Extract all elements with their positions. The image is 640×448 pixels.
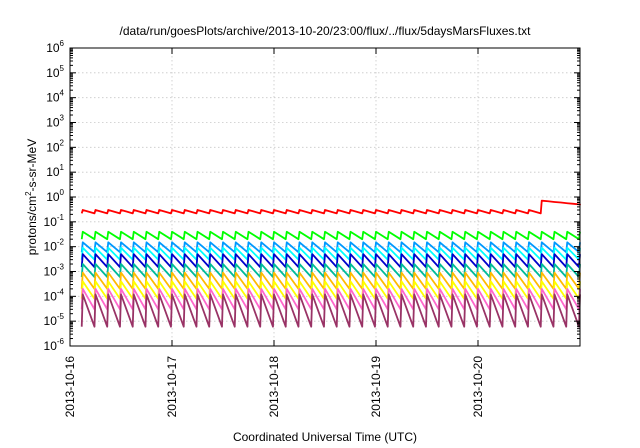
x-tick-label: 2013-10-20 xyxy=(471,356,485,418)
y-tick-label-base: 10 xyxy=(44,215,58,229)
y-tick-label-exp: 5 xyxy=(60,64,65,73)
y-tick-label-base: 10 xyxy=(46,190,60,204)
y-tick-label: 103 xyxy=(46,114,64,130)
x-tick-label: 2013-10-17 xyxy=(165,356,179,418)
y-tick-label-base: 10 xyxy=(46,91,60,105)
series-line xyxy=(80,246,581,261)
axes: 10610510410310210110010-110-210-310-410-… xyxy=(44,39,580,417)
y-tick-label: 10-5 xyxy=(44,312,65,328)
y-tick-label: 104 xyxy=(46,89,64,105)
y-tick-label-base: 10 xyxy=(44,240,58,254)
series-line xyxy=(80,271,581,290)
y-tick-label-exp: 4 xyxy=(60,89,65,98)
y-tick-label-exp: -3 xyxy=(57,263,65,272)
series-line xyxy=(80,230,581,241)
y-tick-label-base: 10 xyxy=(46,41,60,55)
y-tick-label: 102 xyxy=(46,138,64,154)
y-tick-label-exp: -1 xyxy=(57,213,65,222)
x-tick-label: 2013-10-16 xyxy=(63,356,77,418)
y-tick-label-base: 10 xyxy=(44,314,58,328)
series-line xyxy=(80,253,581,269)
x-tick-label: 2013-10-18 xyxy=(267,356,281,418)
y-tick-label-base: 10 xyxy=(46,165,60,179)
y-tick-label: 10-6 xyxy=(44,337,65,353)
y-tick-label-base: 10 xyxy=(46,66,60,80)
y-tick-label-base: 10 xyxy=(44,289,58,303)
series-line xyxy=(80,293,581,328)
y-axis-label-rest: -s-sr-MeV xyxy=(25,139,39,192)
y-tick-label-exp: 3 xyxy=(60,114,65,123)
y-tick-label-base: 10 xyxy=(44,265,58,279)
series-line xyxy=(80,263,581,278)
y-tick-label: 106 xyxy=(46,39,64,55)
y-tick-label-exp: -2 xyxy=(57,238,65,247)
y-tick-label-exp: 2 xyxy=(60,138,65,147)
y-tick-label-exp: -5 xyxy=(57,312,65,321)
series-line xyxy=(80,241,581,254)
y-tick-label-exp: -4 xyxy=(57,287,65,296)
y-tick-label-exp: 0 xyxy=(60,188,65,197)
chart-title: /data/run/goesPlots/archive/2013-10-20/2… xyxy=(120,24,532,38)
y-tick-label: 100 xyxy=(46,188,64,204)
series-line xyxy=(80,280,581,300)
y-tick-label: 10-1 xyxy=(44,213,65,229)
series-group xyxy=(80,199,581,328)
y-axis-label-sup: 2 xyxy=(24,191,33,196)
series-line xyxy=(80,199,581,215)
y-tick-label-exp: -6 xyxy=(57,337,65,346)
y-tick-label-exp: 6 xyxy=(60,39,65,48)
y-tick-label: 10-2 xyxy=(44,238,65,254)
y-tick-label: 105 xyxy=(46,64,64,80)
y-tick-label: 10-3 xyxy=(44,263,65,279)
y-tick-label-base: 10 xyxy=(46,140,60,154)
x-tick-label: 2013-10-19 xyxy=(369,356,383,418)
series-line xyxy=(80,287,581,311)
y-tick-label-exp: 1 xyxy=(60,163,65,172)
y-tick-label-base: 10 xyxy=(44,339,58,353)
y-tick-label: 101 xyxy=(46,163,64,179)
y-axis-label: protons/cm2-s-sr-MeV xyxy=(24,139,39,255)
y-tick-label-base: 10 xyxy=(46,116,60,130)
y-tick-label: 10-4 xyxy=(44,287,65,303)
x-axis-label: Coordinated Universal Time (UTC) xyxy=(233,430,417,444)
y-axis-label-base: protons/cm xyxy=(25,196,39,255)
